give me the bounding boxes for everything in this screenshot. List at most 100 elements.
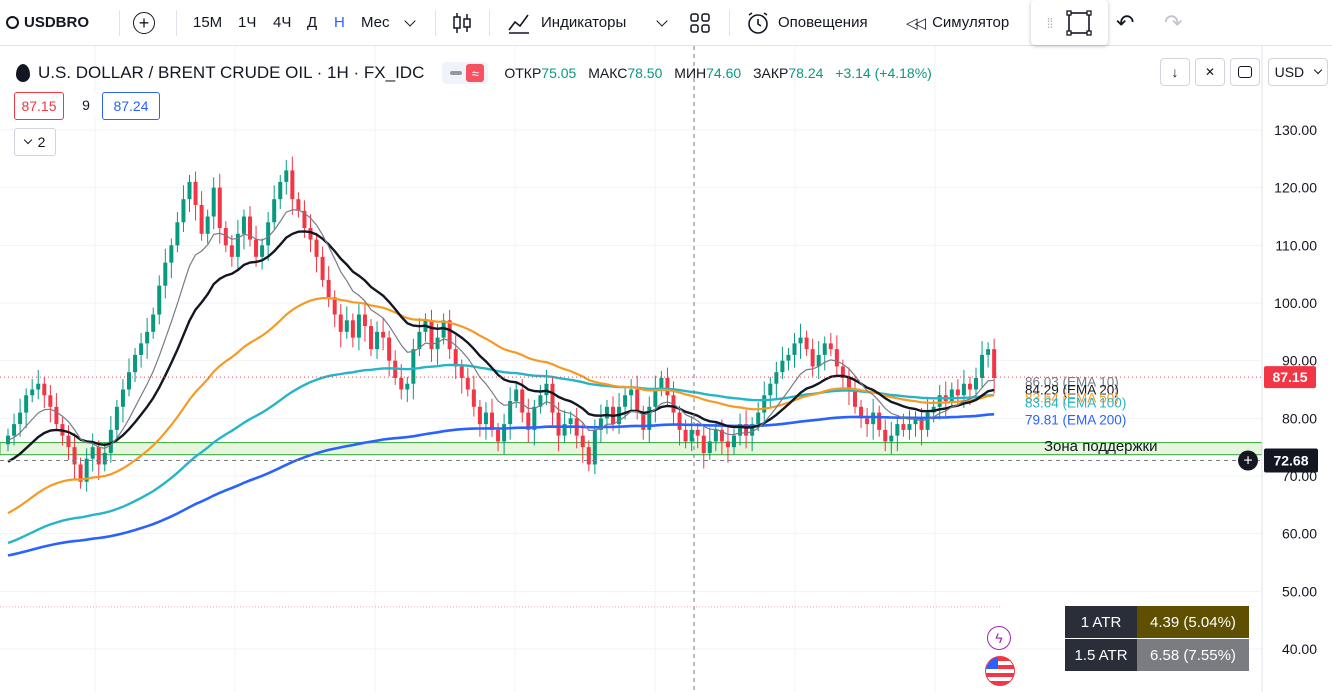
candle-body: [980, 354, 985, 378]
interval-1mo[interactable]: Мес: [361, 0, 390, 45]
divider: [176, 10, 177, 36]
interval-1d[interactable]: Д: [307, 0, 317, 45]
compare-button[interactable]: +: [133, 0, 155, 45]
us-flag-event-icon[interactable]: [985, 656, 1015, 686]
chart-type-button[interactable]: [452, 0, 472, 45]
collapse-button[interactable]: ✕: [1195, 58, 1225, 86]
rewind-icon: ◁◁: [906, 14, 926, 32]
interval-1h[interactable]: 1Ч: [238, 0, 256, 45]
candle-body: [792, 343, 797, 355]
undo-icon: ↶: [1116, 9, 1135, 35]
ema-value-label: 83.64 (EMA 50): [1025, 391, 1119, 406]
candle-body: [139, 343, 144, 355]
candle-body: [774, 372, 779, 384]
ema-200-line: [7, 413, 995, 557]
candle-body: [344, 320, 349, 332]
interval-dropdown[interactable]: [404, 0, 416, 45]
legend-title[interactable]: U.S. DOLLAR / BRENT CRUDE OIL · 1H · FX_…: [38, 63, 425, 82]
price-axis-label: 40.00: [1282, 641, 1317, 657]
candle-body: [683, 429, 688, 442]
candle-body: [18, 412, 23, 425]
ema-20-line: [7, 230, 995, 463]
alerts-button[interactable]: Оповещения: [746, 0, 868, 45]
candle-body: [78, 464, 83, 482]
candle-body: [586, 447, 591, 465]
candles-icon: [453, 12, 471, 33]
scroll-down-button[interactable]: ↓: [1160, 58, 1190, 86]
interval-4h[interactable]: 4Ч: [273, 0, 291, 45]
candle-body: [145, 331, 150, 344]
alarm-clock-icon: [748, 11, 768, 34]
candle-body: [490, 412, 494, 430]
symbol-search[interactable]: USDBRO: [6, 0, 89, 45]
atr-row: 1 ATR 4.39 (5.04%): [1065, 606, 1249, 638]
candle-body: [175, 222, 180, 246]
candle-body: [865, 418, 870, 425]
candle-body: [356, 314, 361, 338]
candle-body: [949, 389, 954, 402]
candle-body: [229, 245, 234, 257]
interval-1w[interactable]: Н: [334, 0, 345, 45]
collapse-indicators-button[interactable]: 2: [14, 128, 56, 156]
candle-body: [822, 343, 827, 355]
templates-button[interactable]: [689, 0, 711, 45]
drawing-toolbar-floating[interactable]: ⁞⁞: [1031, 0, 1108, 45]
visibility-toggle[interactable]: ≈: [442, 62, 489, 84]
candle-body: [90, 447, 95, 459]
candle-body: [36, 383, 41, 390]
candle-body: [967, 383, 972, 390]
candle-body: [750, 424, 755, 436]
currency-select[interactable]: USD: [1268, 58, 1328, 86]
candle-body: [846, 377, 851, 390]
fullscreen-button[interactable]: [1230, 58, 1260, 86]
add-alert-button[interactable]: [1238, 450, 1258, 471]
ema-value-labels: 86.03 (EMA 10)84.29 (EMA 20)83.64 (EMA 5…: [1025, 375, 1126, 428]
redo-button[interactable]: ↷: [1164, 0, 1182, 45]
interval-15m[interactable]: 15М: [193, 0, 222, 45]
support-zone-label: Зона поддержки: [1044, 438, 1158, 455]
candle-body: [496, 429, 501, 442]
alerts-label: Оповещения: [778, 14, 868, 31]
interval-label: Мес: [361, 14, 390, 31]
interval-label: 1Ч: [238, 14, 257, 31]
indicators-label: Индикаторы: [541, 14, 627, 31]
buy-price-box[interactable]: 87.24: [102, 92, 160, 120]
candle-body: [883, 429, 888, 442]
indicators-dropdown[interactable]: [656, 0, 668, 45]
undo-button[interactable]: ↶: [1116, 0, 1134, 45]
candle-body: [598, 418, 603, 430]
candle-body: [889, 435, 894, 442]
chart-area[interactable]: Зона поддержки 86.03 (EMA 10) 84.29 (EMA …: [0, 46, 1332, 692]
interval-label: 15М: [193, 14, 223, 31]
candle-body: [320, 256, 325, 280]
replay-button[interactable]: ◁◁ Симулятор: [906, 0, 1009, 45]
candle-body: [284, 170, 289, 182]
atr-value: 6.58 (7.55%): [1137, 639, 1249, 671]
candle-body: [974, 377, 978, 390]
price-axis[interactable]: 130.00120.00110.00100.0090.0080.0070.006…: [1261, 46, 1332, 692]
price-axis-label: 80.00: [1282, 410, 1317, 426]
indicators-button[interactable]: Индикаторы: [507, 0, 626, 45]
price-chart[interactable]: Зона поддержки 86.03 (EMA 10)84.29 (EMA …: [0, 46, 1332, 692]
candle-body: [877, 412, 882, 430]
sell-price-box[interactable]: 87.15: [14, 92, 64, 120]
ohlc-values: ОТКР75.05 МАКС78.50 МИН74.60 ЗАКР78.24 +…: [504, 65, 939, 81]
candle-body: [157, 285, 162, 315]
candle-body: [254, 239, 259, 257]
candle-body: [701, 435, 706, 453]
atr-label: 1.5 ATR: [1065, 639, 1137, 671]
lightning-event-icon[interactable]: ϟ: [987, 626, 1011, 650]
candle-body: [653, 389, 658, 407]
low-value: 74.60: [706, 65, 742, 81]
close-label: ЗАКР: [753, 65, 789, 81]
drag-handle-icon[interactable]: ⁞⁞: [1046, 14, 1054, 31]
candle-body: [483, 412, 488, 425]
indicators-icon: [508, 14, 529, 34]
candle-body: [477, 406, 482, 425]
candle-body: [54, 406, 59, 425]
restore-icon: [1238, 66, 1252, 78]
search-icon: [6, 16, 19, 29]
candle-body: [217, 187, 222, 229]
candle-body: [762, 395, 767, 413]
interval-label: Н: [334, 14, 345, 31]
